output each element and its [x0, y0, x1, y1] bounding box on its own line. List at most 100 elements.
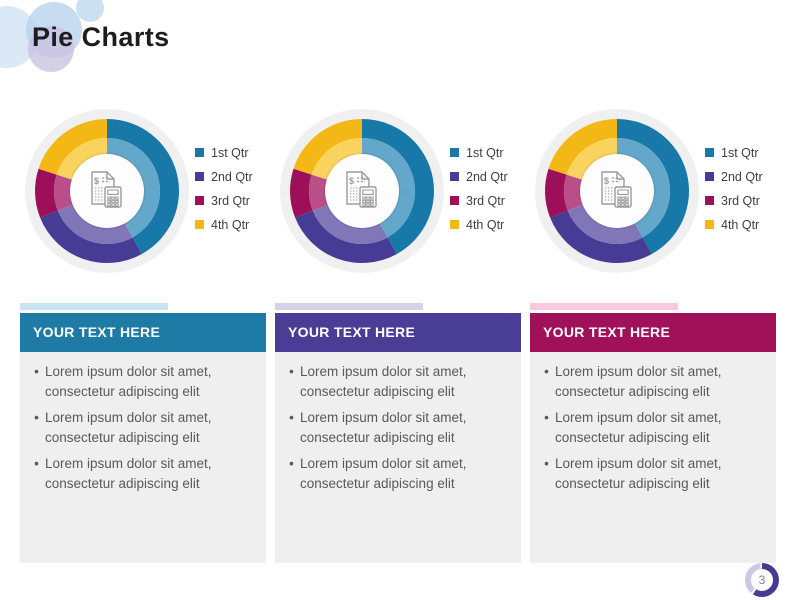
chart-legend: 1st Qtr 2nd Qtr 3rd Qtr 4th Qtr [195, 145, 253, 241]
bullet-marker: • [289, 364, 294, 379]
page-title: Pie Charts [32, 22, 170, 52]
invoice-calculator-icon: $ [601, 171, 632, 208]
pie-slice [40, 210, 142, 263]
decor-circle [28, 26, 74, 72]
page-number: 3 [758, 573, 766, 587]
legend-item: 4th Qtr [195, 217, 253, 232]
bullet-marker: • [34, 410, 39, 425]
legend-item: 4th Qtr [450, 217, 508, 232]
pie-slice [309, 174, 332, 211]
donut-pie-chart: $ [535, 109, 699, 273]
bullet-list: • Lorem ipsum dolor sit amet, consectetur… [28, 362, 256, 494]
pie-slice [107, 138, 161, 238]
legend-swatch [450, 196, 459, 205]
legend-label: 4th Qtr [211, 217, 250, 232]
legend-swatch [195, 172, 204, 181]
bullet-item: • Lorem ipsum dolor sit amet, consectetur… [538, 408, 766, 448]
legend-item: 1st Qtr [195, 145, 253, 160]
donut-pie-chart: $ [280, 109, 444, 273]
pie-slices [545, 119, 689, 263]
pie-chart-area: $ 1st Qtr 2nd Qtr 3rd Qtr 4th Qtr [20, 100, 266, 303]
legend-label: 4th Qtr [466, 217, 505, 232]
legend-label: 1st Qtr [721, 145, 759, 160]
legend-swatch [705, 172, 714, 181]
legend-swatch [450, 148, 459, 157]
legend-label: 4th Qtr [721, 217, 760, 232]
text-box-header-label: YOUR TEXT HERE [288, 324, 416, 340]
text-box: YOUR TEXT HERE • Lorem ipsum dolor sit am… [20, 303, 266, 563]
legend-label: 2nd Qtr [466, 169, 508, 184]
legend-label: 3rd Qtr [466, 193, 505, 208]
legend-swatch [705, 148, 714, 157]
text-box-header: YOUR TEXT HERE [20, 313, 266, 352]
bullet-marker: • [289, 456, 294, 471]
pie-slice [54, 174, 77, 211]
pie-slice [38, 119, 107, 175]
bullet-text: Lorem ipsum dolor sit amet, consectetur … [555, 410, 722, 445]
svg-text:$: $ [94, 176, 99, 186]
text-box: YOUR TEXT HERE • Lorem ipsum dolor sit am… [275, 303, 521, 563]
pie-slice [564, 174, 587, 211]
legend-item: 4th Qtr [705, 217, 763, 232]
legend-swatch [705, 220, 714, 229]
pie-slice [545, 168, 568, 218]
legend-item: 3rd Qtr [450, 193, 508, 208]
chart-legend: 1st Qtr 2nd Qtr 3rd Qtr 4th Qtr [450, 145, 508, 241]
pie-slice [548, 119, 617, 175]
text-box-header-label: YOUR TEXT HERE [33, 324, 161, 340]
accent-bar [20, 303, 168, 310]
accent-bar [275, 303, 423, 310]
legend-item: 2nd Qtr [195, 169, 253, 184]
pie-slice [107, 119, 180, 255]
pie-slice [56, 138, 107, 181]
legend-swatch [195, 148, 204, 157]
pie-slice [311, 138, 362, 181]
pie-slice [362, 119, 434, 255]
svg-text:$: $ [349, 176, 354, 186]
bullet-text: Lorem ipsum dolor sit amet, consectetur … [300, 410, 467, 445]
bullet-item: • Lorem ipsum dolor sit amet, consectetur… [28, 408, 256, 448]
legend-label: 1st Qtr [211, 145, 249, 160]
bullet-marker: • [544, 456, 549, 471]
legend-label: 2nd Qtr [211, 169, 253, 184]
pie-slice [295, 210, 397, 263]
bullet-marker: • [34, 364, 39, 379]
quarter-section: $ 1st Qtr 2nd Qtr 3rd Qtr 4th Qtr [530, 100, 776, 563]
text-box-body: • Lorem ipsum dolor sit amet, consectetur… [20, 352, 266, 563]
legend-swatch [450, 220, 459, 229]
legend-swatch [450, 172, 459, 181]
bullet-marker: • [289, 410, 294, 425]
bullet-marker: • [544, 410, 549, 425]
legend-item: 1st Qtr [705, 145, 763, 160]
bullet-item: • Lorem ipsum dolor sit amet, consectetur… [283, 408, 511, 448]
pie-slice [293, 119, 362, 175]
legend-item: 3rd Qtr [705, 193, 763, 208]
quarter-section: $ 1st Qtr 2nd Qtr 3rd Qtr 4th Qtr [275, 100, 521, 563]
pie-slice [617, 119, 689, 255]
quarter-section: $ 1st Qtr 2nd Qtr 3rd Qtr 4th Qtr [20, 100, 266, 563]
text-box-header: YOUR TEXT HERE [530, 313, 776, 352]
invoice-calculator-icon: $ [91, 171, 122, 208]
pie-slice [35, 168, 58, 218]
bullet-text: Lorem ipsum dolor sit amet, consectetur … [45, 364, 212, 399]
invoice-calculator-icon: $ [346, 171, 377, 208]
bullet-item: • Lorem ipsum dolor sit amet, consectetur… [538, 454, 766, 494]
bullet-text: Lorem ipsum dolor sit amet, consectetur … [45, 410, 212, 445]
pie-slice [566, 138, 617, 181]
page-number-ring: 3 [745, 563, 779, 597]
bullet-text: Lorem ipsum dolor sit amet, consectetur … [555, 456, 722, 491]
text-box-header-label: YOUR TEXT HERE [543, 324, 671, 340]
legend-swatch [195, 196, 204, 205]
legend-item: 1st Qtr [450, 145, 508, 160]
bullet-marker: • [544, 364, 549, 379]
accent-bar [530, 303, 678, 310]
pie-slice [362, 138, 416, 238]
legend-label: 3rd Qtr [721, 193, 760, 208]
decor-circle [76, 0, 104, 22]
bullet-item: • Lorem ipsum dolor sit amet, consectetur… [28, 454, 256, 494]
text-box-body: • Lorem ipsum dolor sit amet, consectetur… [275, 352, 521, 563]
bullet-list: • Lorem ipsum dolor sit amet, consectetur… [283, 362, 511, 494]
pie-slice [290, 168, 313, 218]
legend-swatch [705, 196, 714, 205]
